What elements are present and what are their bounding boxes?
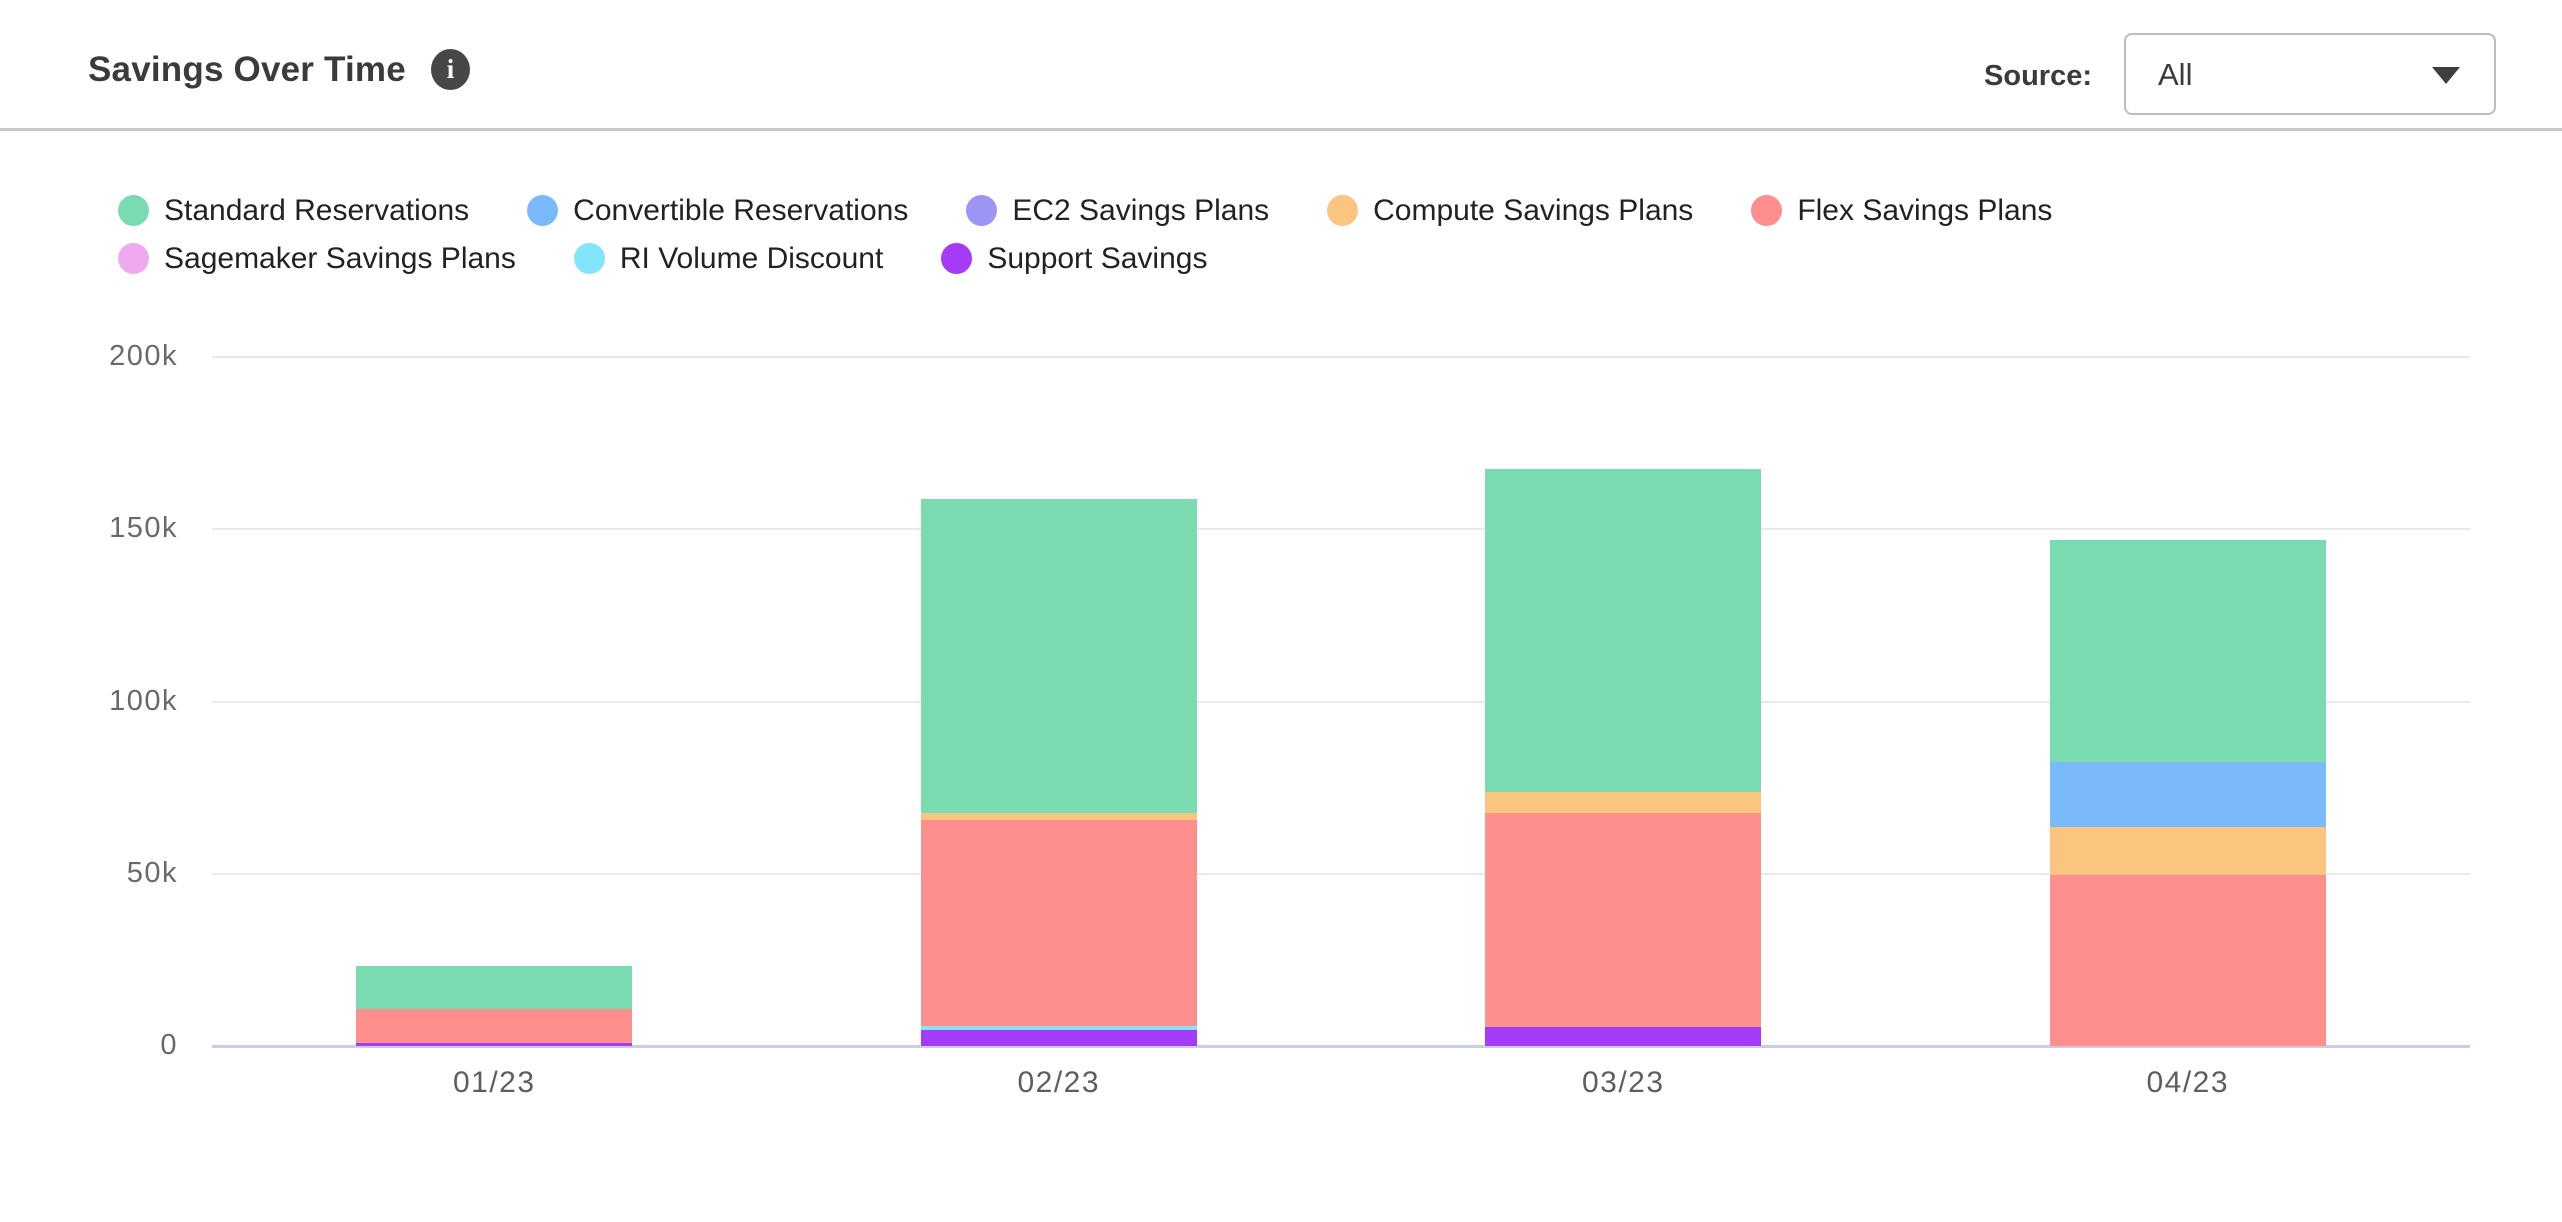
y-tick-label: 100k [109, 684, 178, 717]
legend-row: Standard Reservations Convertible Reserva… [118, 186, 2478, 234]
ri-volume-discount-swatch-icon [573, 242, 605, 274]
legend-item-label: Convertible Reservations [573, 194, 909, 227]
legend-item-compute-savings-plans[interactable]: Compute Savings Plans [1327, 194, 1693, 226]
bar-segment-convertible-reservations-04-23[interactable] [2049, 761, 2326, 828]
bar-segment-support-savings-02-23[interactable] [920, 1030, 1197, 1046]
x-tick-label: 03/23 [1581, 1066, 1665, 1099]
bar-segment-compute-savings-plans-03-23[interactable] [1485, 792, 1762, 814]
y-tick-label: 50k [126, 856, 178, 889]
legend: Standard Reservations Convertible Reserva… [118, 186, 2478, 282]
bar-segment-standard-reservations-01-23[interactable] [356, 966, 633, 1010]
legend-row: Sagemaker Savings Plans RI Volume Discoun… [118, 234, 2478, 282]
legend-item-label: Flex Savings Plans [1797, 194, 2053, 227]
y-tick-label: 200k [109, 340, 178, 372]
legend-item-sagemaker-savings-plans[interactable]: Sagemaker Savings Plans [118, 242, 516, 274]
sagemaker-savings-plans-swatch-icon [118, 242, 149, 274]
bar-segment-flex-savings-plans-02-23[interactable] [920, 819, 1197, 1027]
bar-segment-compute-savings-plans-04-23[interactable] [2049, 827, 2326, 876]
legend-item-label: Sagemaker Savings Plans [164, 242, 516, 275]
standard-reservations-swatch-icon [118, 194, 149, 226]
legend-item-label: Support Savings [987, 242, 1208, 275]
bar-segment-support-savings-01-23[interactable] [356, 1042, 633, 1046]
info-icon[interactable]: i [431, 49, 470, 90]
flex-savings-plans-swatch-icon [1751, 194, 1783, 226]
y-tick-label: 150k [109, 512, 178, 545]
bar-segment-standard-reservations-03-23[interactable] [1485, 468, 1762, 793]
x-tick-label: 02/23 [1017, 1066, 1101, 1099]
legend-item-label: Standard Reservations [164, 194, 470, 227]
source-dropdown-value: All [2158, 57, 2193, 92]
x-tick-label: 01/23 [452, 1066, 536, 1099]
legend-item-flex-savings-plans[interactable]: Flex Savings Plans [1751, 194, 2052, 226]
bar-segment-compute-savings-plans-02-23[interactable] [920, 812, 1197, 820]
legend-item-label: RI Volume Discount [619, 242, 884, 275]
convertible-reservations-swatch-icon [527, 194, 559, 226]
legend-item-ec2-savings-plans[interactable]: EC2 Savings Plans [966, 194, 1269, 226]
bar-segment-flex-savings-plans-04-23[interactable] [2049, 875, 2326, 1046]
source-dropdown[interactable]: All [2124, 33, 2496, 115]
bar-segment-standard-reservations-04-23[interactable] [2049, 539, 2326, 762]
x-tick-label: 04/23 [2146, 1066, 2230, 1099]
support-savings-swatch-icon [941, 242, 973, 274]
bar-segment-ri-volume-discount-02-23[interactable] [920, 1026, 1197, 1031]
legend-item-support-savings[interactable]: Support Savings [941, 242, 1207, 274]
bar-segment-support-savings-03-23[interactable] [1485, 1026, 1762, 1046]
y-tick-label: 0 [160, 1029, 178, 1061]
legend-item-label: EC2 Savings Plans [1012, 194, 1270, 227]
legend-item-ri-volume-discount[interactable]: RI Volume Discount [573, 242, 884, 275]
page-title: Savings Over Time [88, 50, 406, 89]
widget-header: Savings Over Time i Source: All [0, 0, 2562, 128]
gridline-200k [212, 356, 2470, 358]
bar-segment-standard-reservations-02-23[interactable] [920, 499, 1197, 813]
legend-item-convertible-reservations[interactable]: Convertible Reservations [527, 194, 908, 226]
legend-item-label: Compute Savings Plans [1373, 194, 1694, 227]
compute-savings-plans-swatch-icon [1327, 194, 1359, 226]
chevron-down-icon [2432, 67, 2460, 84]
source-label: Source: [1984, 60, 2092, 92]
header-divider [0, 128, 2562, 131]
ec2-savings-plans-swatch-icon [966, 194, 998, 226]
bar-segment-flex-savings-plans-01-23[interactable] [356, 1009, 633, 1043]
gridline-150k [212, 528, 2470, 531]
bar-segment-flex-savings-plans-03-23[interactable] [1485, 813, 1762, 1027]
legend-item-standard-reservations[interactable]: Standard Reservations [118, 194, 469, 226]
